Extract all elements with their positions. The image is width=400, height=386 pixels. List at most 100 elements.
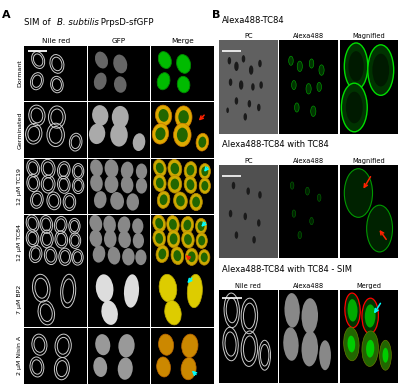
- Text: Alexa488: Alexa488: [293, 158, 324, 164]
- Ellipse shape: [135, 249, 146, 265]
- Ellipse shape: [198, 137, 206, 148]
- Ellipse shape: [154, 159, 166, 176]
- Ellipse shape: [152, 124, 169, 144]
- Text: 12 μM TC84: 12 μM TC84: [17, 224, 22, 261]
- Text: Nile red: Nile red: [42, 38, 70, 44]
- Ellipse shape: [94, 73, 107, 90]
- Ellipse shape: [157, 191, 170, 208]
- Ellipse shape: [105, 175, 118, 193]
- Ellipse shape: [257, 104, 260, 111]
- Text: 12 μM TC19: 12 μM TC19: [17, 168, 22, 205]
- Ellipse shape: [154, 174, 166, 191]
- Ellipse shape: [232, 182, 235, 189]
- Ellipse shape: [159, 274, 177, 302]
- Ellipse shape: [157, 357, 170, 377]
- Ellipse shape: [170, 179, 179, 190]
- Ellipse shape: [284, 293, 300, 328]
- Ellipse shape: [113, 54, 127, 73]
- Ellipse shape: [344, 169, 372, 217]
- Text: Magnified: Magnified: [353, 158, 385, 164]
- Ellipse shape: [348, 299, 358, 322]
- Ellipse shape: [242, 55, 245, 63]
- Text: B. subtilis: B. subtilis: [57, 18, 99, 27]
- Text: B: B: [212, 10, 220, 20]
- Ellipse shape: [192, 196, 200, 207]
- Ellipse shape: [155, 127, 166, 140]
- Ellipse shape: [362, 298, 378, 334]
- Ellipse shape: [94, 191, 106, 208]
- Ellipse shape: [158, 52, 171, 68]
- Ellipse shape: [289, 56, 293, 65]
- Ellipse shape: [104, 230, 116, 248]
- Ellipse shape: [306, 83, 311, 94]
- Ellipse shape: [89, 124, 105, 144]
- Ellipse shape: [132, 218, 143, 234]
- Text: Alexa488: Alexa488: [293, 283, 324, 289]
- Ellipse shape: [201, 166, 208, 176]
- Ellipse shape: [121, 176, 134, 193]
- Ellipse shape: [177, 76, 190, 93]
- Text: SIM of: SIM of: [24, 18, 53, 27]
- Ellipse shape: [93, 245, 105, 262]
- Ellipse shape: [228, 57, 231, 64]
- Ellipse shape: [198, 236, 205, 245]
- Ellipse shape: [367, 205, 392, 252]
- Ellipse shape: [184, 220, 191, 230]
- Ellipse shape: [108, 247, 120, 264]
- Ellipse shape: [95, 52, 108, 68]
- Ellipse shape: [101, 301, 118, 325]
- Ellipse shape: [96, 274, 114, 302]
- Ellipse shape: [158, 249, 166, 259]
- Ellipse shape: [92, 105, 108, 126]
- Ellipse shape: [258, 60, 262, 67]
- Ellipse shape: [259, 81, 263, 89]
- Ellipse shape: [380, 340, 391, 370]
- Text: Alexa488-TC84: Alexa488-TC84: [222, 16, 284, 25]
- Text: GFP: GFP: [112, 38, 126, 44]
- Ellipse shape: [365, 305, 376, 327]
- Ellipse shape: [306, 187, 309, 195]
- Ellipse shape: [104, 159, 118, 178]
- Ellipse shape: [90, 159, 103, 176]
- Ellipse shape: [251, 83, 255, 91]
- Ellipse shape: [258, 191, 262, 199]
- Ellipse shape: [174, 192, 187, 210]
- Ellipse shape: [156, 163, 164, 173]
- Ellipse shape: [382, 348, 388, 363]
- Ellipse shape: [348, 51, 364, 81]
- Text: 7 μM BP2: 7 μM BP2: [18, 285, 22, 314]
- Ellipse shape: [174, 250, 181, 261]
- Ellipse shape: [122, 248, 135, 266]
- Text: Germinated: Germinated: [17, 111, 22, 149]
- Ellipse shape: [283, 327, 299, 361]
- Ellipse shape: [178, 110, 189, 124]
- Ellipse shape: [319, 340, 331, 370]
- Text: Dormant: Dormant: [18, 59, 22, 87]
- Ellipse shape: [199, 164, 210, 179]
- Ellipse shape: [153, 215, 166, 232]
- Ellipse shape: [160, 195, 168, 205]
- Ellipse shape: [165, 301, 181, 325]
- Ellipse shape: [246, 187, 250, 195]
- Ellipse shape: [184, 234, 192, 245]
- Text: Merge: Merge: [171, 38, 194, 44]
- Ellipse shape: [168, 175, 182, 193]
- Ellipse shape: [171, 247, 184, 264]
- Ellipse shape: [344, 327, 359, 361]
- Ellipse shape: [124, 274, 139, 308]
- Ellipse shape: [234, 62, 239, 71]
- Ellipse shape: [182, 334, 198, 357]
- Ellipse shape: [126, 193, 139, 211]
- Ellipse shape: [235, 97, 238, 105]
- Ellipse shape: [170, 234, 178, 244]
- Ellipse shape: [188, 251, 196, 262]
- Ellipse shape: [110, 192, 124, 210]
- Ellipse shape: [244, 213, 247, 220]
- Ellipse shape: [298, 232, 302, 239]
- Ellipse shape: [248, 100, 251, 107]
- Ellipse shape: [156, 105, 172, 126]
- Ellipse shape: [157, 73, 170, 90]
- Ellipse shape: [302, 298, 318, 334]
- Text: PC: PC: [244, 33, 252, 39]
- Ellipse shape: [290, 182, 294, 189]
